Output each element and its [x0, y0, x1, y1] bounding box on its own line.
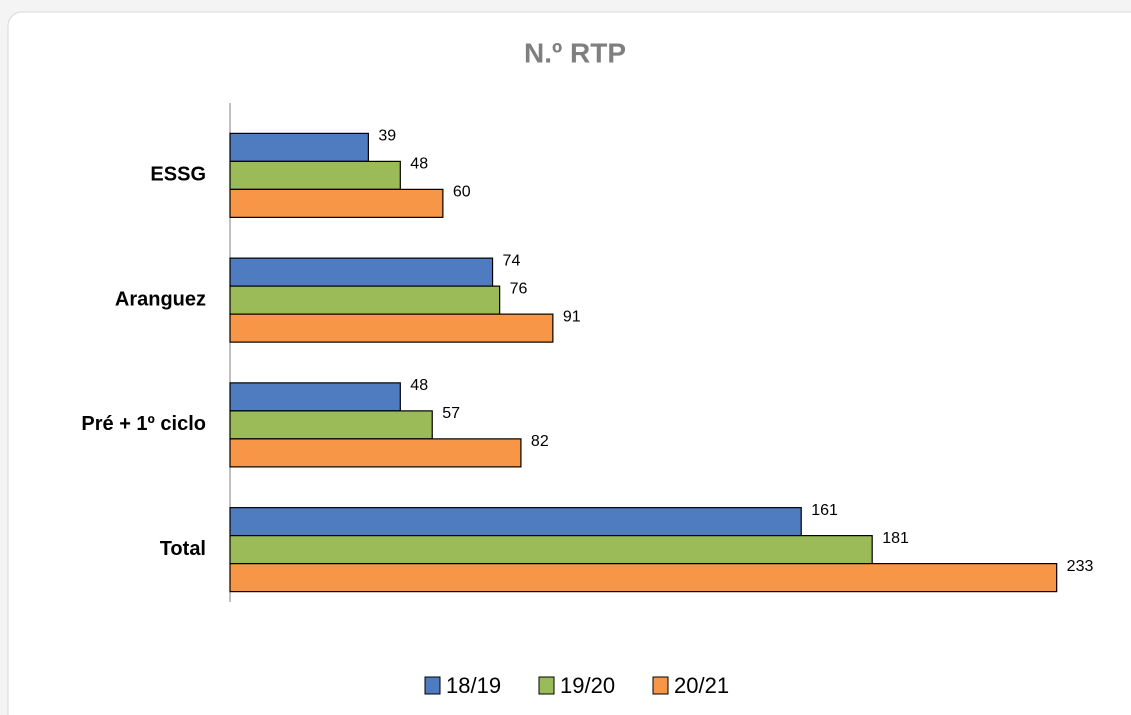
- legend-swatch: [424, 676, 441, 695]
- value-label: 48: [410, 377, 428, 394]
- y-tick-label: Aranguez: [115, 288, 206, 310]
- bar: [229, 382, 401, 412]
- value-label: 39: [378, 128, 396, 145]
- y-tick-label: Pré + 1º ciclo: [81, 413, 206, 435]
- legend-label: 19/20: [560, 673, 615, 698]
- y-tick-label: Total: [160, 538, 206, 560]
- legend-label: 18/19: [446, 673, 501, 698]
- value-label: 181: [882, 530, 909, 547]
- value-label: 82: [531, 433, 549, 450]
- bar: [229, 313, 554, 343]
- value-label: 60: [453, 184, 471, 201]
- bar: [229, 257, 494, 287]
- legend-label: 20/21: [674, 673, 729, 698]
- bar: [229, 563, 1058, 593]
- bar: [229, 285, 501, 315]
- value-label: 57: [442, 405, 460, 422]
- value-label: 91: [563, 308, 581, 325]
- value-label: 74: [503, 252, 521, 269]
- chart-frame: [7, 11, 1131, 715]
- legend-swatch: [538, 676, 555, 695]
- bar: [229, 132, 369, 162]
- value-label: 161: [811, 502, 838, 519]
- bar: [229, 160, 401, 190]
- bar: [229, 507, 802, 537]
- chart-title: N.º RTP: [524, 37, 626, 68]
- bar: [229, 535, 873, 565]
- value-label: 233: [1067, 558, 1094, 575]
- bar: [229, 438, 522, 468]
- bar: [229, 188, 444, 218]
- value-label: 76: [510, 280, 528, 297]
- legend-swatch: [652, 676, 669, 695]
- y-tick-label: ESSG: [150, 164, 206, 186]
- bar: [229, 410, 433, 440]
- value-label: 48: [410, 156, 428, 173]
